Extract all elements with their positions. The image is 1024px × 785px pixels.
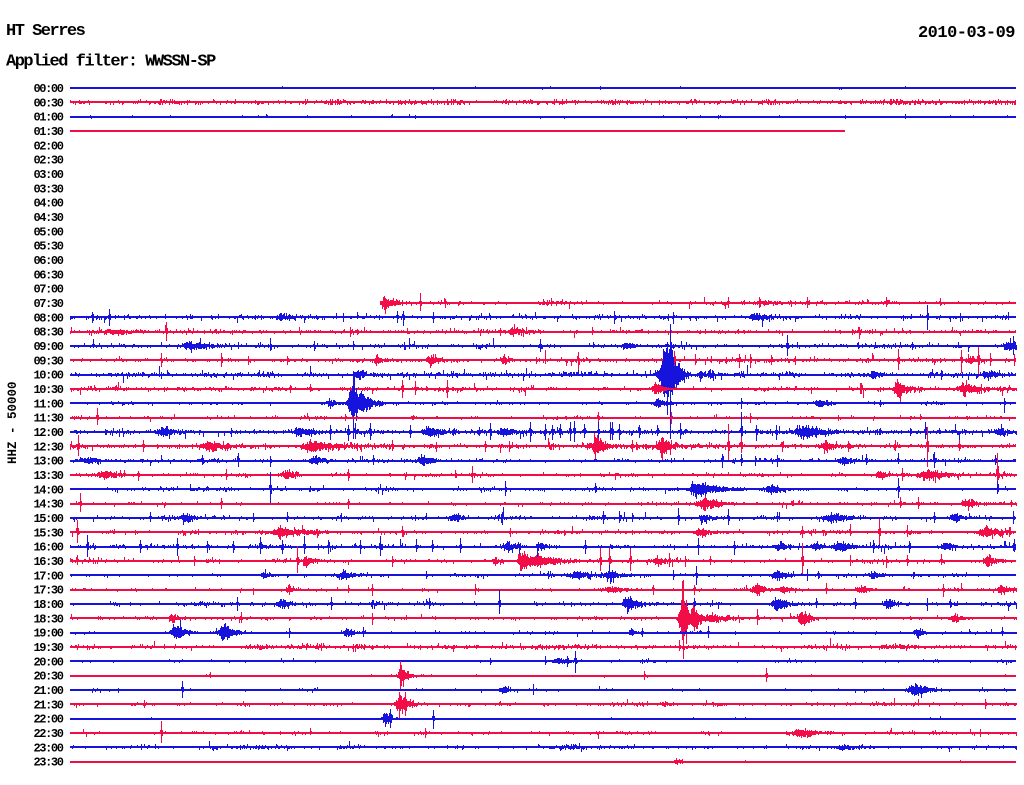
svg-text:16:30: 16:30 xyxy=(33,555,63,569)
svg-text:2010-03-09: 2010-03-09 xyxy=(918,24,1015,43)
svg-text:HHZ - 50000: HHZ - 50000 xyxy=(6,381,20,464)
svg-text:16:00: 16:00 xyxy=(33,541,63,555)
svg-text:18:30: 18:30 xyxy=(33,612,63,626)
svg-text:09:00: 09:00 xyxy=(33,340,63,354)
svg-text:03:00: 03:00 xyxy=(33,168,63,182)
svg-text:15:00: 15:00 xyxy=(33,512,63,526)
svg-text:12:30: 12:30 xyxy=(33,440,63,454)
svg-text:07:30: 07:30 xyxy=(33,297,63,311)
svg-text:23:30: 23:30 xyxy=(33,756,63,770)
svg-text:22:00: 22:00 xyxy=(33,713,63,727)
svg-text:11:00: 11:00 xyxy=(33,397,63,411)
svg-text:00:00: 00:00 xyxy=(33,82,63,96)
svg-text:12:00: 12:00 xyxy=(33,426,63,440)
svg-text:HT Serres: HT Serres xyxy=(6,22,86,41)
svg-text:13:00: 13:00 xyxy=(33,455,63,469)
svg-text:08:00: 08:00 xyxy=(33,311,63,325)
svg-text:02:00: 02:00 xyxy=(33,139,63,153)
svg-text:21:30: 21:30 xyxy=(33,698,63,712)
svg-text:05:30: 05:30 xyxy=(33,240,63,254)
svg-text:19:30: 19:30 xyxy=(33,641,63,655)
svg-text:13:30: 13:30 xyxy=(33,469,63,483)
svg-text:21:00: 21:00 xyxy=(33,684,63,698)
svg-text:17:30: 17:30 xyxy=(33,584,63,598)
svg-text:02:30: 02:30 xyxy=(33,154,63,168)
svg-text:01:00: 01:00 xyxy=(33,111,63,125)
svg-text:Applied filter: WWSSN-SP: Applied filter: WWSSN-SP xyxy=(6,53,216,72)
svg-text:06:00: 06:00 xyxy=(33,254,63,268)
svg-text:10:00: 10:00 xyxy=(33,369,63,383)
svg-text:20:00: 20:00 xyxy=(33,655,63,669)
svg-text:17:00: 17:00 xyxy=(33,569,63,583)
svg-text:23:00: 23:00 xyxy=(33,741,63,755)
svg-text:14:00: 14:00 xyxy=(33,483,63,497)
svg-text:10:30: 10:30 xyxy=(33,383,63,397)
svg-text:11:30: 11:30 xyxy=(33,412,63,426)
svg-text:08:30: 08:30 xyxy=(33,326,63,340)
svg-text:22:30: 22:30 xyxy=(33,727,63,741)
svg-text:09:30: 09:30 xyxy=(33,354,63,368)
svg-text:18:00: 18:00 xyxy=(33,598,63,612)
svg-text:07:00: 07:00 xyxy=(33,283,63,297)
svg-text:05:00: 05:00 xyxy=(33,225,63,239)
svg-text:03:30: 03:30 xyxy=(33,182,63,196)
svg-text:06:30: 06:30 xyxy=(33,268,63,282)
svg-text:14:30: 14:30 xyxy=(33,498,63,512)
svg-text:01:30: 01:30 xyxy=(33,125,63,139)
svg-text:20:30: 20:30 xyxy=(33,670,63,684)
svg-text:15:30: 15:30 xyxy=(33,526,63,540)
svg-text:00:30: 00:30 xyxy=(33,96,63,110)
svg-text:04:30: 04:30 xyxy=(33,211,63,225)
svg-text:04:00: 04:00 xyxy=(33,197,63,211)
svg-text:19:00: 19:00 xyxy=(33,627,63,641)
